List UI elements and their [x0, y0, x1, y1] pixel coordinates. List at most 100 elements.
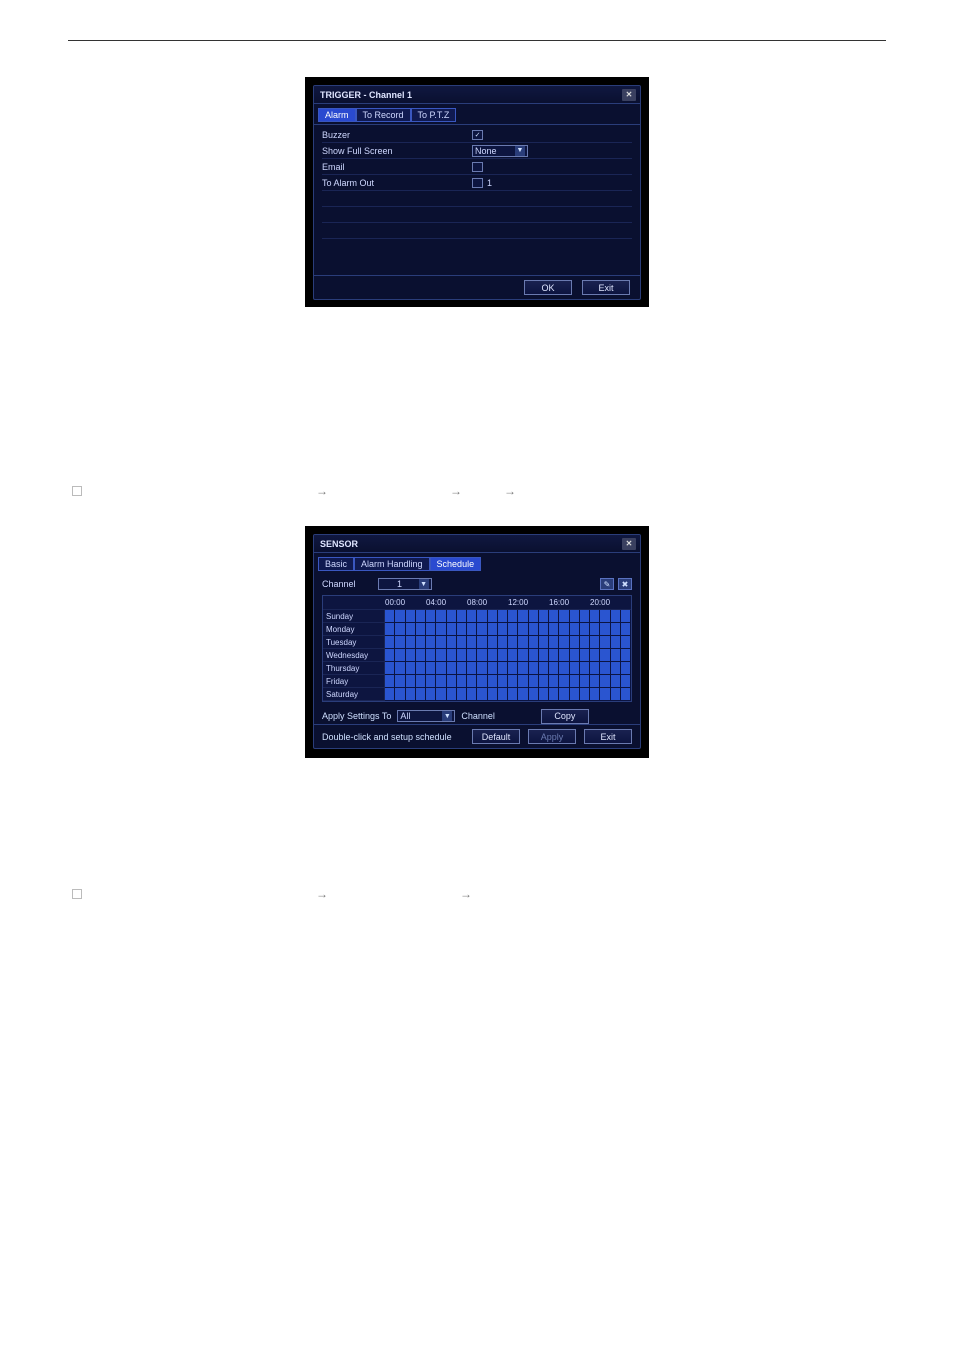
- schedule-segment[interactable]: [498, 649, 508, 662]
- schedule-segment[interactable]: [559, 649, 569, 662]
- close-icon[interactable]: ✕: [622, 89, 636, 101]
- erase-icon[interactable]: ✖: [618, 578, 632, 590]
- schedule-segment[interactable]: [426, 649, 436, 662]
- fullscreen-dropdown[interactable]: None ▼: [472, 145, 528, 157]
- schedule-segment[interactable]: [611, 675, 621, 688]
- schedule-segment[interactable]: [611, 688, 621, 701]
- pencil-icon[interactable]: ✎: [600, 578, 614, 590]
- schedule-segment[interactable]: [508, 675, 518, 688]
- schedule-day-row[interactable]: Monday: [323, 623, 631, 636]
- schedule-segment[interactable]: [447, 649, 457, 662]
- tab-schedule[interactable]: Schedule: [430, 557, 482, 571]
- schedule-segment[interactable]: [539, 675, 549, 688]
- schedule-segment[interactable]: [539, 688, 549, 701]
- schedule-segment[interactable]: [621, 649, 631, 662]
- schedule-segment[interactable]: [395, 688, 405, 701]
- schedule-segment[interactable]: [467, 688, 477, 701]
- schedule-segment[interactable]: [590, 662, 600, 675]
- schedule-segment[interactable]: [436, 610, 446, 623]
- exit-button[interactable]: Exit: [582, 280, 630, 295]
- tab-alarm[interactable]: Alarm: [318, 108, 356, 122]
- schedule-segment[interactable]: [539, 636, 549, 649]
- schedule-segment[interactable]: [508, 662, 518, 675]
- schedule-day-row[interactable]: Thursday: [323, 662, 631, 675]
- schedule-segment[interactable]: [385, 623, 395, 636]
- schedule-segment[interactable]: [395, 649, 405, 662]
- schedule-segment[interactable]: [508, 649, 518, 662]
- schedule-segment[interactable]: [406, 636, 416, 649]
- schedule-segment[interactable]: [529, 675, 539, 688]
- schedule-segment[interactable]: [467, 649, 477, 662]
- schedule-segment[interactable]: [447, 675, 457, 688]
- schedule-segment[interactable]: [426, 675, 436, 688]
- schedule-day-row[interactable]: Sunday: [323, 610, 631, 623]
- schedule-segment[interactable]: [457, 649, 467, 662]
- schedule-segment[interactable]: [590, 675, 600, 688]
- schedule-segment[interactable]: [467, 623, 477, 636]
- schedule-segment[interactable]: [416, 675, 426, 688]
- schedule-segment[interactable]: [621, 623, 631, 636]
- schedule-segment[interactable]: [395, 610, 405, 623]
- alarmout-checkbox[interactable]: [472, 178, 483, 188]
- schedule-segment[interactable]: [385, 610, 395, 623]
- schedule-segment[interactable]: [488, 675, 498, 688]
- schedule-segment[interactable]: [447, 623, 457, 636]
- schedule-segment[interactable]: [498, 610, 508, 623]
- day-bar[interactable]: [385, 688, 631, 701]
- close-icon[interactable]: ✕: [622, 538, 636, 550]
- schedule-segment[interactable]: [385, 636, 395, 649]
- schedule-segment[interactable]: [590, 610, 600, 623]
- schedule-segment[interactable]: [600, 688, 610, 701]
- schedule-segment[interactable]: [385, 662, 395, 675]
- tab-to-record[interactable]: To Record: [356, 108, 411, 122]
- schedule-segment[interactable]: [406, 662, 416, 675]
- schedule-segment[interactable]: [518, 636, 528, 649]
- schedule-segment[interactable]: [529, 649, 539, 662]
- schedule-segment[interactable]: [488, 610, 498, 623]
- schedule-segment[interactable]: [600, 649, 610, 662]
- schedule-segment[interactable]: [416, 649, 426, 662]
- schedule-segment[interactable]: [549, 662, 559, 675]
- schedule-segment[interactable]: [467, 675, 477, 688]
- schedule-segment[interactable]: [559, 662, 569, 675]
- schedule-segment[interactable]: [436, 675, 446, 688]
- schedule-segment[interactable]: [518, 610, 528, 623]
- schedule-segment[interactable]: [447, 688, 457, 701]
- schedule-segment[interactable]: [580, 636, 590, 649]
- schedule-segment[interactable]: [416, 636, 426, 649]
- schedule-segment[interactable]: [549, 636, 559, 649]
- schedule-segment[interactable]: [611, 662, 621, 675]
- schedule-segment[interactable]: [600, 636, 610, 649]
- schedule-segment[interactable]: [406, 649, 416, 662]
- schedule-segment[interactable]: [447, 610, 457, 623]
- schedule-segment[interactable]: [508, 610, 518, 623]
- schedule-segment[interactable]: [498, 675, 508, 688]
- schedule-segment[interactable]: [488, 649, 498, 662]
- copy-button[interactable]: Copy: [541, 709, 589, 724]
- day-bar[interactable]: [385, 675, 631, 688]
- schedule-segment[interactable]: [426, 636, 436, 649]
- schedule-segment[interactable]: [529, 662, 539, 675]
- schedule-segment[interactable]: [416, 623, 426, 636]
- schedule-segment[interactable]: [529, 610, 539, 623]
- schedule-segment[interactable]: [590, 623, 600, 636]
- schedule-segment[interactable]: [457, 675, 467, 688]
- schedule-day-row[interactable]: Wednesday: [323, 649, 631, 662]
- schedule-segment[interactable]: [570, 675, 580, 688]
- schedule-segment[interactable]: [426, 623, 436, 636]
- schedule-segment[interactable]: [385, 688, 395, 701]
- schedule-segment[interactable]: [600, 662, 610, 675]
- email-checkbox[interactable]: [472, 162, 483, 172]
- schedule-day-row[interactable]: Friday: [323, 675, 631, 688]
- schedule-segment[interactable]: [477, 623, 487, 636]
- schedule-segment[interactable]: [611, 636, 621, 649]
- schedule-segment[interactable]: [406, 623, 416, 636]
- schedule-segment[interactable]: [498, 688, 508, 701]
- schedule-segment[interactable]: [477, 636, 487, 649]
- schedule-segment[interactable]: [508, 688, 518, 701]
- schedule-segment[interactable]: [457, 662, 467, 675]
- schedule-segment[interactable]: [600, 623, 610, 636]
- day-bar[interactable]: [385, 623, 631, 636]
- schedule-segment[interactable]: [457, 623, 467, 636]
- schedule-segment[interactable]: [508, 636, 518, 649]
